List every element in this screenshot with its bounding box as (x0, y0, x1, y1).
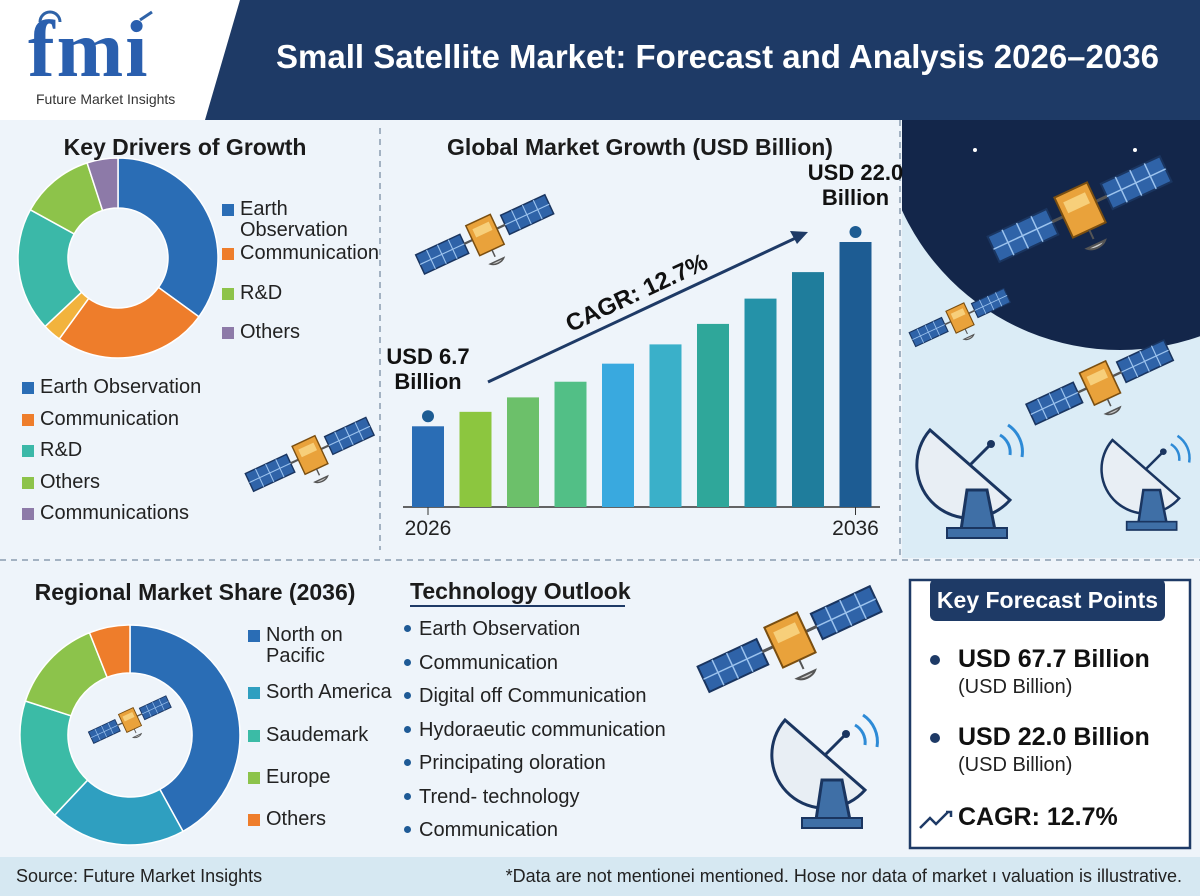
legend-label: Europe (266, 766, 331, 788)
section-title: Technology Outlook (410, 578, 631, 604)
legend-swatch (22, 476, 34, 489)
list-item: Communication (404, 819, 558, 842)
donut-slice (86, 157, 119, 212)
annotation: CAGR: 12.7% (562, 249, 712, 338)
donut-slice (17, 208, 83, 328)
bar (839, 242, 872, 507)
bar (507, 397, 539, 507)
legend-entry: Others (22, 470, 322, 493)
bar (649, 344, 682, 507)
forecast-value: USD 67.7 Billion (958, 645, 1150, 673)
value-label: USD 22.0 Billion (807, 160, 904, 210)
logo-caption: Future Market Insights (36, 91, 176, 107)
trend-arrow (487, 234, 801, 384)
list-item: Earth Observation (404, 618, 580, 641)
bullet (930, 733, 940, 743)
bullet (930, 655, 940, 665)
legend-entry: Communication (222, 243, 379, 264)
value-label: USD 6.7 Billion (386, 344, 470, 395)
donut-slice (58, 286, 200, 359)
forecast-value: USD 22.0 Billion (958, 723, 1150, 751)
bar (697, 323, 729, 507)
legend-entry: Saudemark (248, 725, 398, 746)
legend-label: Others (40, 470, 101, 493)
legend-entry: North on Pacific (248, 625, 398, 667)
forecast-note: (USD Billion) (958, 676, 1073, 698)
legend-swatch (222, 288, 234, 300)
legend-swatch (22, 382, 34, 394)
legend-swatch (22, 413, 34, 426)
cagr-text: CAGR: 12.7% (958, 803, 1118, 831)
chart-title: Global Market Growth (USD Billion) (447, 134, 833, 160)
list-item: Hydoraeutic communication (404, 719, 666, 742)
source: Source: Future Market Insights (16, 866, 263, 886)
legend-entry: Communications (22, 503, 322, 524)
legend-entry: Others (222, 322, 372, 343)
legend-entry: Communication (22, 407, 322, 430)
donut-slice (117, 157, 219, 318)
legend-swatch (22, 508, 34, 520)
page-title: Small Satellite Market: Forecast and Ana… (276, 38, 1159, 75)
legend-swatch (222, 248, 234, 260)
forecast-note: (USD Billion) (958, 754, 1073, 776)
list-item: Communication (404, 652, 558, 675)
bar (412, 426, 444, 507)
legend-swatch (248, 730, 260, 742)
legend-entry: Europe (248, 767, 398, 788)
chart-title: Key Drivers of Growth (63, 134, 307, 160)
legend-label: Communication (240, 242, 379, 264)
legend-label: R&D (40, 439, 83, 461)
legend-label: Others (266, 808, 327, 830)
legend-label: Others (240, 321, 301, 343)
list-item: Digital off Communication (404, 685, 647, 708)
legend-label: Communication (40, 407, 179, 430)
legend-swatch (248, 630, 260, 642)
bar (459, 411, 492, 507)
legend-entry: Others (248, 809, 398, 830)
section-title: Key Forecast Points (936, 587, 1159, 613)
list-item: Trend- technology (404, 786, 579, 809)
footnote: *Data are not mentionei mentioned. Hose … (505, 866, 1182, 886)
list-item: Principating oloration (404, 752, 606, 775)
legend-label: Saudemark (266, 724, 369, 746)
legend-entry: R&D (22, 440, 322, 461)
donut-slice (129, 624, 241, 833)
bar (554, 381, 587, 507)
legend-swatch (248, 814, 260, 826)
legend-swatch (248, 687, 260, 699)
marker-dot (849, 226, 862, 238)
legend-swatch (222, 327, 234, 339)
bar (602, 363, 634, 507)
chart-title: Regional Market Share (2036) (34, 579, 356, 605)
legend-entry: Earth Observation (222, 199, 372, 241)
legend-label: Sorth America (266, 681, 392, 703)
x-tick-label: 2026 (405, 517, 452, 540)
arrow-head (790, 231, 808, 244)
legend-label: Communications (40, 502, 189, 524)
legend-label: R&D (240, 282, 283, 304)
legend-swatch (22, 445, 34, 457)
logo: fmi (28, 6, 150, 94)
legend-swatch (222, 204, 234, 216)
bar (744, 298, 777, 507)
legend-entry: Earth Observation (22, 377, 322, 398)
bar (792, 272, 824, 507)
legend-swatch (248, 772, 260, 784)
marker-dot (422, 410, 434, 423)
donut-slice (88, 624, 131, 679)
legend-label: Earth Observation (40, 376, 202, 398)
legend-entry: Sorth America (248, 682, 398, 703)
legend-label: North on Pacific (266, 624, 343, 667)
legend-entry: R&D (222, 283, 372, 304)
legend-label: Earth Observation (240, 198, 348, 241)
x-tick-label: 2036 (832, 517, 879, 540)
